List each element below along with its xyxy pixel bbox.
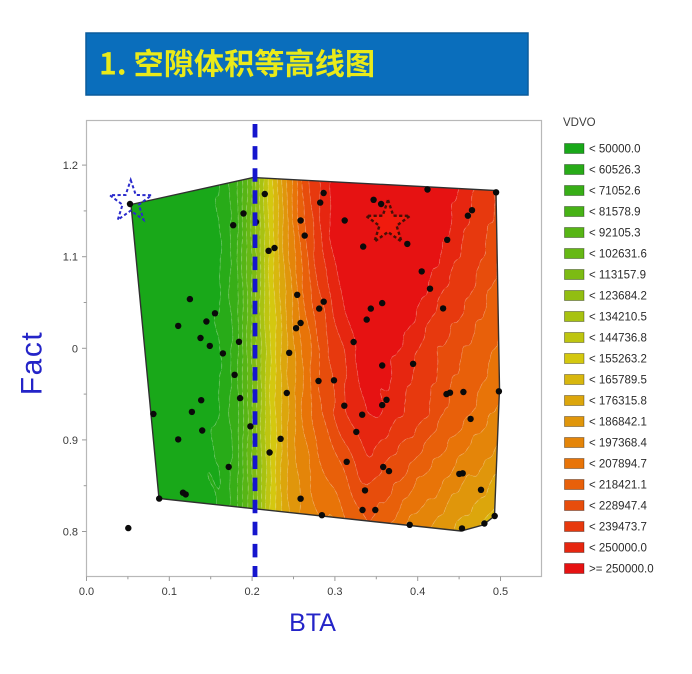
svg-text:< 92105.3: < 92105.3: [589, 228, 640, 240]
svg-text:< 81578.9: < 81578.9: [589, 207, 640, 219]
svg-text:0.8: 0.8: [63, 527, 78, 539]
svg-text:0.3: 0.3: [327, 586, 342, 598]
svg-text:0.9: 0.9: [63, 435, 78, 447]
svg-text:< 186842.1: < 186842.1: [589, 417, 647, 429]
svg-text:< 239473.7: < 239473.7: [589, 522, 647, 534]
svg-text:0: 0: [72, 343, 78, 355]
svg-text:< 155263.2: < 155263.2: [589, 354, 647, 366]
svg-text:< 207894.7: < 207894.7: [589, 459, 647, 471]
svg-text:< 197368.4: < 197368.4: [589, 438, 647, 450]
svg-text:< 113157.9: < 113157.9: [589, 270, 646, 282]
svg-text:< 50000.0: < 50000.0: [589, 144, 640, 156]
svg-text:< 134210.5: < 134210.5: [589, 312, 647, 324]
svg-text:>= 250000.0: >= 250000.0: [589, 564, 654, 576]
svg-text:0.5: 0.5: [493, 586, 508, 598]
svg-text:< 218421.1: < 218421.1: [589, 480, 647, 492]
svg-text:< 228947.4: < 228947.4: [589, 501, 647, 513]
svg-text:0.0: 0.0: [79, 586, 94, 598]
svg-text:VDVO: VDVO: [563, 117, 596, 129]
svg-text:0.1: 0.1: [162, 586, 177, 598]
svg-text:0.4: 0.4: [410, 586, 425, 598]
svg-text:BTA: BTA: [289, 609, 336, 637]
svg-text:< 250000.0: < 250000.0: [589, 543, 647, 555]
svg-text:< 60526.3: < 60526.3: [589, 165, 640, 177]
svg-text:Fact: Fact: [16, 331, 49, 395]
svg-text:< 144736.8: < 144736.8: [589, 333, 647, 345]
svg-text:< 123684.2: < 123684.2: [589, 291, 647, 303]
svg-text:< 71052.6: < 71052.6: [589, 186, 640, 198]
svg-text:< 165789.5: < 165789.5: [589, 375, 647, 387]
svg-text:1.2: 1.2: [63, 160, 78, 172]
svg-text:< 102631.6: < 102631.6: [589, 249, 647, 261]
svg-text:1.1: 1.1: [63, 252, 78, 264]
svg-text:< 176315.8: < 176315.8: [589, 396, 647, 408]
svg-text:0.2: 0.2: [244, 586, 259, 598]
